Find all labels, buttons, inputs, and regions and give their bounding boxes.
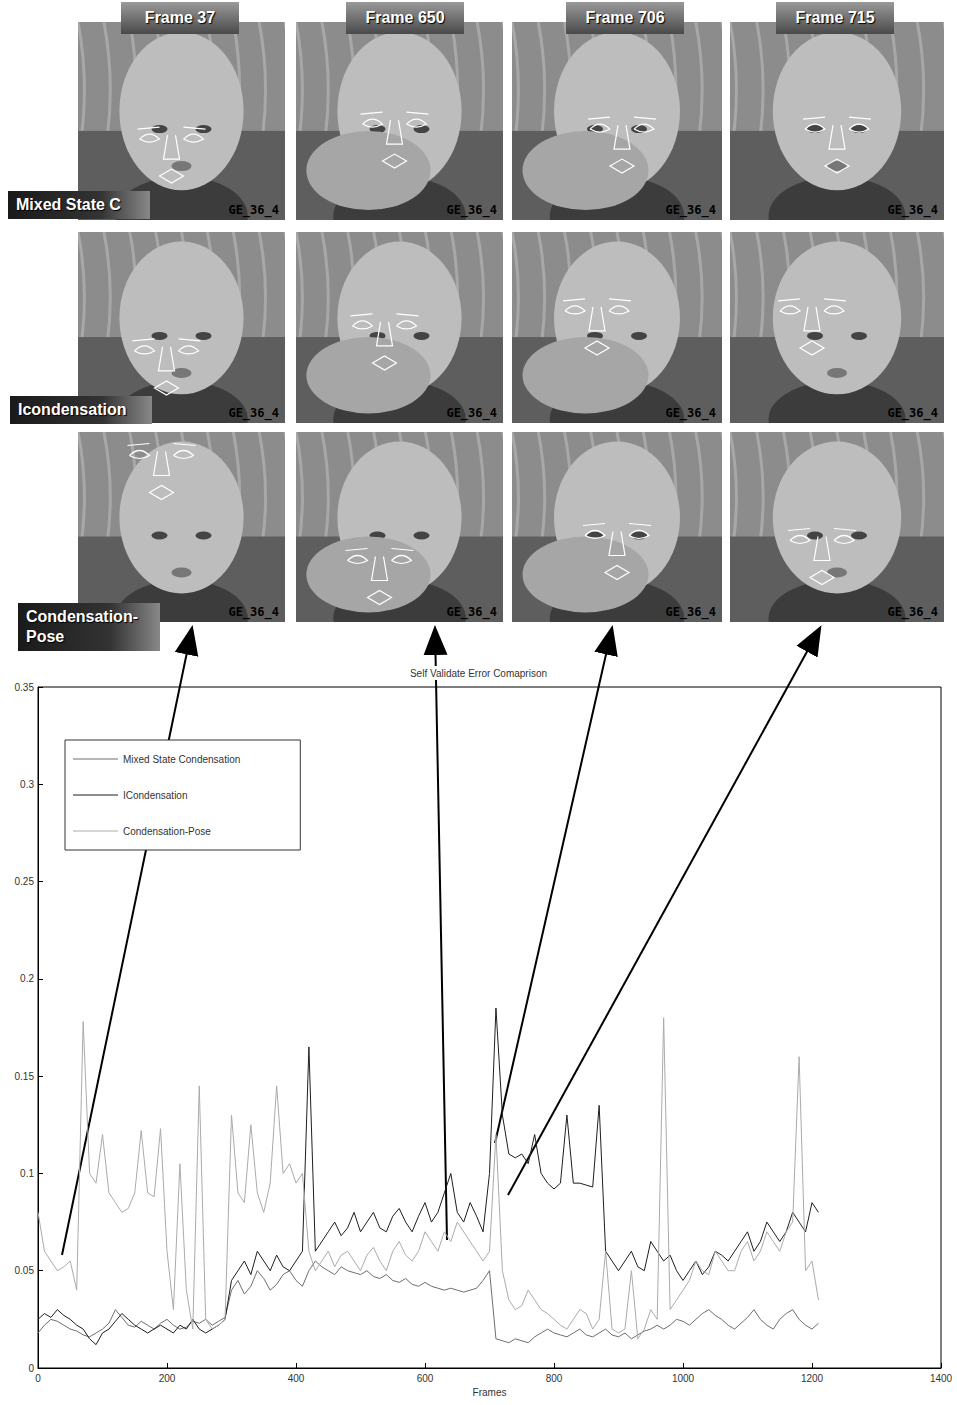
svg-text:GE_36_4: GE_36_4 (228, 605, 279, 620)
svg-text:GE_36_4: GE_36_4 (887, 203, 938, 218)
html-text:Frame 37: Frame 37 (144, 9, 216, 26)
svg-text:0.1: 0.1 (20, 1168, 34, 1179)
svg-text:GE_36_4: GE_36_4 (665, 605, 716, 620)
svg-text:0.3: 0.3 (20, 779, 34, 790)
svg-text:600: 600 (417, 1373, 434, 1384)
svg-text:400: 400 (288, 1373, 305, 1384)
svg-text:Self Validate Error Comaprison: Self Validate Error Comaprison (410, 668, 547, 679)
html-text:Icondensation: Icondensation (18, 401, 127, 418)
svg-text:GE_36_4: GE_36_4 (446, 406, 497, 421)
svg-text:1000: 1000 (672, 1373, 695, 1384)
svg-text:ICondensation: ICondensation (123, 790, 188, 801)
svg-text:GE_36_4: GE_36_4 (887, 605, 938, 620)
svg-text:0.35: 0.35 (15, 682, 35, 693)
svg-text:GE_36_4: GE_36_4 (228, 406, 279, 421)
svg-text:0: 0 (35, 1373, 41, 1384)
svg-text:800: 800 (546, 1373, 563, 1384)
html-text:Mixed State C: Mixed State C (16, 196, 121, 213)
svg-text:GE_36_4: GE_36_4 (887, 406, 938, 421)
svg-text:200: 200 (159, 1373, 176, 1384)
svg-text:0: 0 (28, 1363, 34, 1374)
svg-text:Condensation-Pose: Condensation-Pose (123, 826, 211, 837)
svg-text:0.15: 0.15 (15, 1071, 35, 1082)
svg-text:GE_36_4: GE_36_4 (228, 203, 279, 218)
svg-text:GE_36_4: GE_36_4 (446, 203, 497, 218)
svg-text:Frames: Frames (473, 1387, 507, 1398)
svg-text:0.2: 0.2 (20, 973, 34, 984)
svg-text:GE_36_4: GE_36_4 (446, 605, 497, 620)
svg-text:1400: 1400 (930, 1373, 953, 1384)
svg-text:GE_36_4: GE_36_4 (665, 203, 716, 218)
html-text:Frame 706: Frame 706 (585, 9, 665, 26)
svg-text:0.05: 0.05 (15, 1265, 35, 1276)
html-text:Frame 650: Frame 650 (365, 9, 445, 26)
html-text:Frame 715: Frame 715 (795, 9, 875, 26)
svg-text:GE_36_4: GE_36_4 (665, 406, 716, 421)
svg-text:1200: 1200 (801, 1373, 824, 1384)
svg-text:0.25: 0.25 (15, 876, 35, 887)
svg-text:Mixed State Condensation: Mixed State Condensation (123, 754, 240, 765)
html-text:Condensation-Pose: Condensation-Pose (26, 608, 138, 645)
